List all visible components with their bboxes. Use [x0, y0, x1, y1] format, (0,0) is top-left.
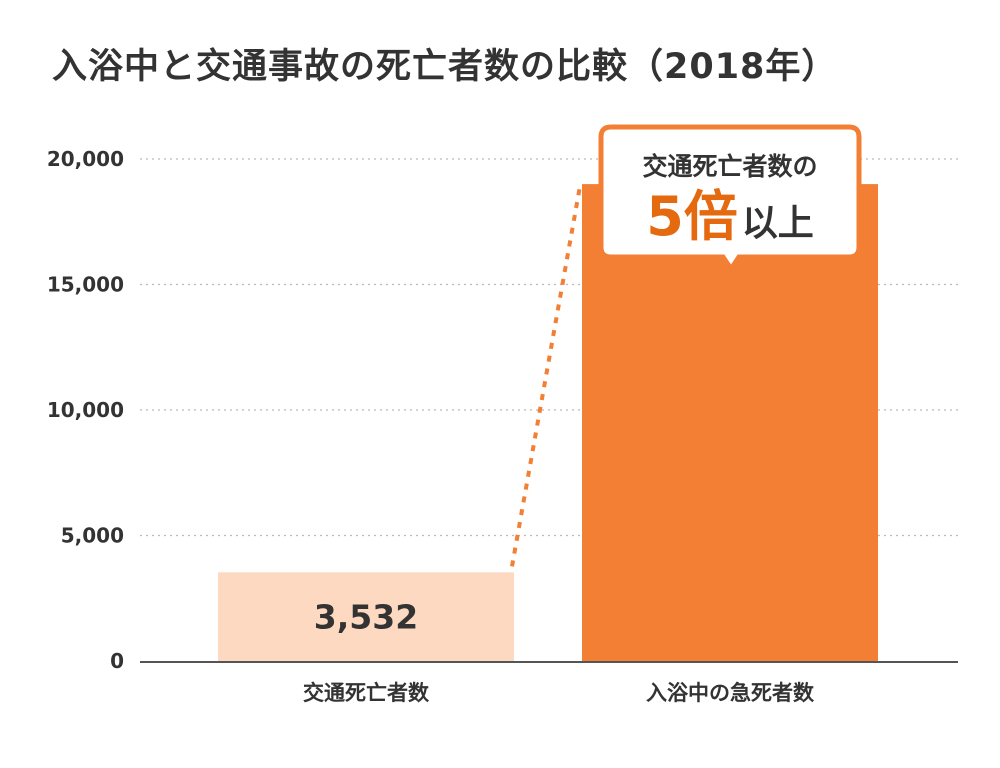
- y-tick-label: 0: [110, 649, 124, 673]
- y-axis-ticks: 0 5,000 10,000 15,000 20,000: [47, 147, 124, 673]
- x-category-label: 入浴中の急死者数: [646, 681, 815, 705]
- x-category-label: 交通死亡者数: [303, 681, 430, 705]
- connector-dotted-line: [510, 185, 582, 567]
- bar-value-label: 3,532: [314, 598, 418, 637]
- y-tick-label: 10,000: [47, 398, 124, 422]
- bar-1: [218, 572, 514, 661]
- chart-title: 入浴中と交通事故の死亡者数の比較（2018年）: [52, 47, 838, 87]
- callout-big-text: 5倍: [646, 185, 738, 248]
- y-tick-label: 20,000: [47, 147, 124, 171]
- callout-line1: 交通死亡者数の: [642, 152, 817, 181]
- y-tick-label: 5,000: [61, 524, 124, 548]
- callout-line2: 5倍 以上: [646, 185, 814, 248]
- grid-lines: [140, 158, 958, 537]
- callout-box: [598, 124, 862, 274]
- category-labels: 交通死亡者数 入浴中の急死者数: [303, 681, 815, 705]
- callout-annotation: 交通死亡者数の 5倍 以上: [598, 124, 862, 274]
- callout-rest-text: 以上: [742, 203, 814, 244]
- y-tick-label: 15,000: [47, 273, 124, 297]
